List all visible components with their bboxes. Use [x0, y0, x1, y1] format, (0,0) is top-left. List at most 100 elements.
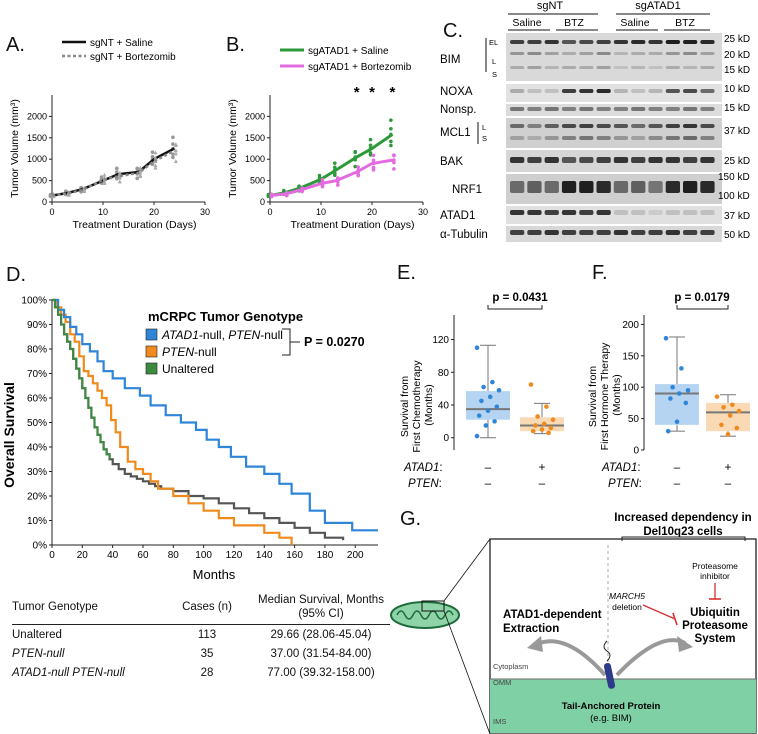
x-tick-label: 80	[168, 550, 180, 561]
blot-mcl1: MCL1	[440, 127, 471, 139]
data-point	[528, 382, 534, 387]
data-point	[481, 384, 486, 390]
y-tick-label: 80%	[27, 345, 47, 356]
blot-band	[561, 230, 577, 235]
blot-band	[631, 230, 646, 235]
blot-band	[544, 181, 559, 193]
data-point	[496, 387, 502, 393]
blot-band	[579, 89, 594, 93]
e-ylabel-1: Survival from	[399, 376, 411, 438]
svg-text:–: –	[539, 478, 546, 490]
blot-band	[665, 210, 680, 215]
data-point	[487, 394, 493, 400]
y-tick-label: 50%	[27, 418, 47, 429]
panel-g-diagram: Increased dependency in Del10q23 cells P…	[390, 512, 757, 734]
x-tick-label: 40	[107, 550, 119, 561]
panel-b-chart: sgATAD1 + Saline sgATAD1 + Bortezomib 0 5…	[227, 46, 428, 231]
d-legend-title: mCRPC Tumor Genotype	[148, 309, 303, 324]
panel-e-label: E.	[397, 262, 416, 284]
data-point	[392, 158, 396, 162]
blot-band	[700, 89, 715, 93]
data-point	[368, 151, 373, 155]
data-point	[479, 398, 484, 404]
data-point	[485, 408, 491, 414]
blot-band	[648, 40, 663, 44]
blot-band	[596, 40, 611, 44]
blot-band	[700, 66, 715, 69]
blot-band	[631, 40, 646, 44]
d-xlabel: Months	[193, 567, 236, 582]
data-point	[353, 164, 357, 169]
data-point	[356, 172, 360, 177]
blot-band	[631, 89, 646, 93]
th-genotype: Tumor Genotype	[12, 601, 98, 613]
blot-band	[561, 124, 577, 128]
g-ups-1: Ubiquitin	[690, 607, 740, 619]
g-tap-2: (e.g. BIM)	[590, 713, 632, 724]
blot-band	[596, 89, 611, 93]
blot-band	[683, 230, 698, 235]
blot-band	[527, 157, 542, 163]
blot-band	[700, 210, 715, 215]
blot-band	[527, 52, 542, 55]
blot-band	[613, 210, 629, 215]
blot-band	[648, 52, 663, 55]
y-tick-label: 1500	[27, 133, 47, 143]
data-point	[389, 139, 393, 144]
blot-band	[544, 66, 559, 69]
data-point	[392, 167, 396, 171]
blot-band	[510, 157, 525, 163]
svg-text:+: +	[725, 462, 732, 474]
blot-band	[700, 181, 715, 193]
data-point	[356, 165, 360, 169]
g-header-2: Del10q23 cells	[643, 526, 722, 538]
e-row1-label: ATAD1:	[403, 462, 443, 474]
panel-a-chart: sgNT + Saline sgNT + Bortezomib 0 500 1000…	[9, 38, 210, 231]
panel-f-label: F.	[592, 262, 608, 284]
panel-d-label: D.	[6, 264, 26, 286]
blot-band	[510, 181, 525, 193]
kd-20: 20 kD	[724, 50, 750, 61]
y-tick-label: 200	[622, 320, 639, 331]
th-cases: Cases (n)	[182, 601, 232, 613]
blot-band	[700, 136, 715, 140]
blot-band	[544, 40, 559, 44]
blot-band	[683, 136, 698, 140]
data-point	[714, 394, 720, 399]
bim-l: L	[492, 57, 496, 66]
blot-band	[596, 66, 611, 69]
d-legend-2: PTEN-null	[162, 345, 217, 359]
data-point	[117, 179, 122, 184]
panel-b-label: B.	[226, 34, 245, 56]
blot-band	[579, 124, 594, 128]
blot-band	[510, 230, 525, 235]
blot-band	[527, 181, 542, 193]
blot-band	[683, 157, 698, 163]
blot-band	[527, 66, 542, 69]
blot-band	[683, 52, 698, 55]
data-point	[389, 126, 393, 131]
kd-25b: 25 kD	[724, 156, 750, 167]
blot-band	[510, 107, 525, 111]
mcl1-l: L	[482, 123, 486, 132]
blot-band	[648, 136, 663, 140]
kd-37b: 37 kD	[724, 211, 750, 222]
km-curve-atad1-null-pten-null	[52, 298, 378, 532]
blot-band	[683, 210, 698, 215]
blot-band	[683, 124, 698, 128]
f-row2-label: PTEN:	[608, 478, 642, 490]
blot-band	[683, 66, 698, 69]
x-axis-label: Treatment Duration (Days)	[73, 219, 197, 231]
data-point	[539, 427, 545, 432]
kd-50: 50 kD	[724, 230, 750, 241]
significance-star: *	[389, 84, 395, 101]
panel-e-chart: p = 0.0431 Survival from First Chemother…	[399, 292, 564, 490]
data-point	[371, 153, 376, 158]
blot-band	[665, 181, 680, 193]
blot-band	[631, 157, 646, 163]
kd-150: 150 kD	[718, 172, 750, 183]
y-tick-label: 60%	[27, 394, 47, 405]
data-point	[392, 153, 396, 157]
km-curve-unaltered-early	[52, 299, 111, 460]
blot-band	[596, 52, 611, 55]
